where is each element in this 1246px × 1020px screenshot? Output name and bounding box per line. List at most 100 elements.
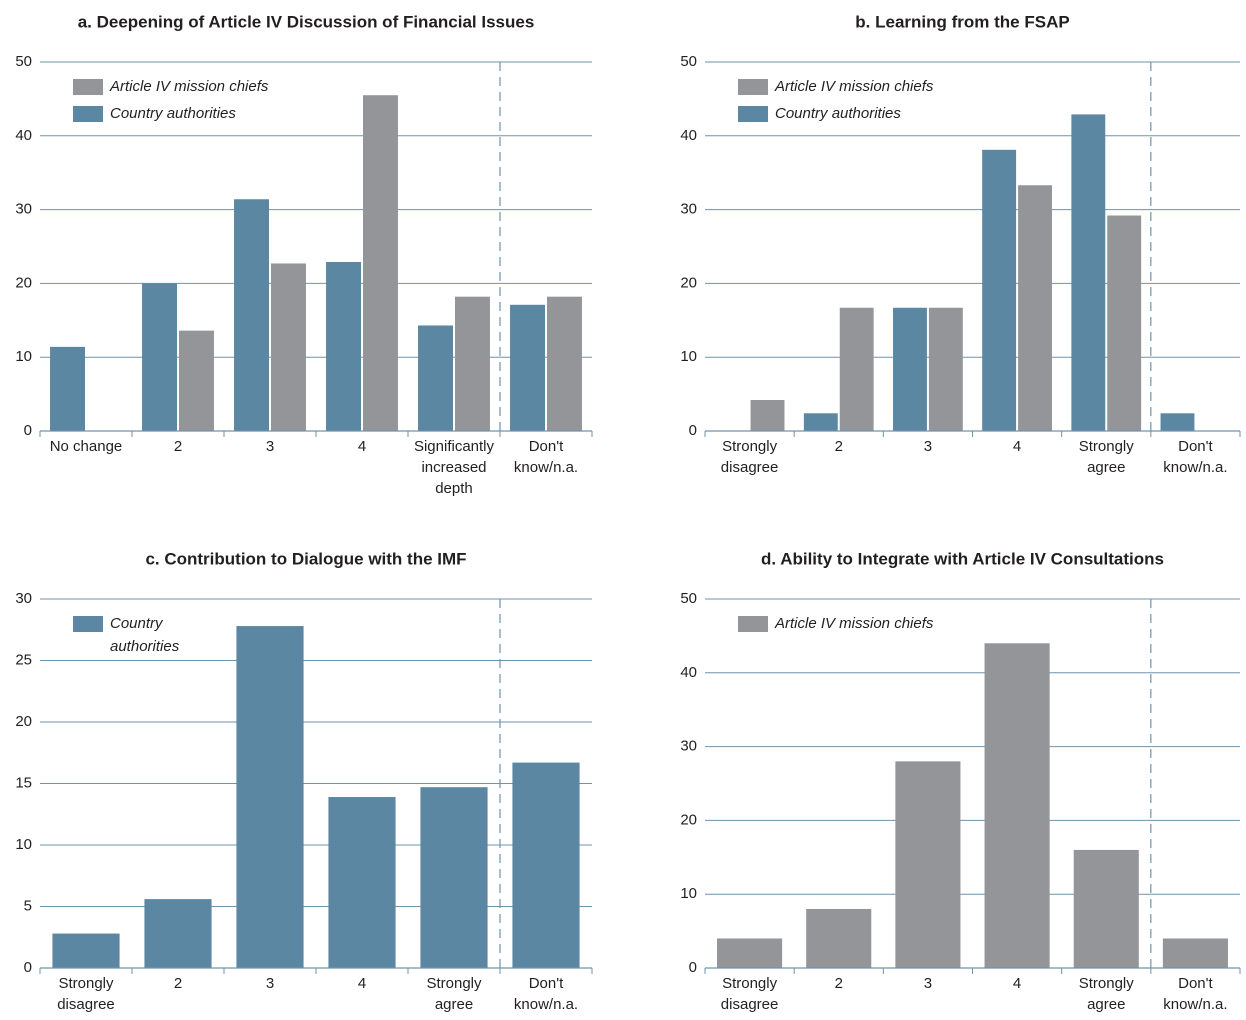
y-tick-label: 20 — [680, 274, 697, 291]
x-tick-label: Don't know/n.a. — [514, 975, 578, 1013]
legend-label: Article IV mission chiefs — [774, 78, 934, 95]
bar — [1018, 185, 1052, 431]
bar — [547, 296, 582, 431]
y-tick-label: 0 — [689, 959, 697, 976]
bar — [455, 296, 490, 431]
y-tick-label: 10 — [680, 348, 697, 365]
bar — [510, 304, 545, 431]
bar — [144, 899, 212, 968]
bar — [50, 346, 85, 431]
x-tick-label: 2 — [835, 438, 843, 455]
bar — [328, 797, 396, 968]
y-tick-label: 20 — [680, 811, 697, 828]
bar — [271, 263, 306, 431]
y-tick-label: 10 — [15, 348, 32, 365]
x-tick-label: Significantly increased depth — [414, 438, 495, 497]
bar — [928, 307, 963, 431]
bar — [142, 283, 177, 431]
x-tick-label: 3 — [924, 438, 932, 455]
bar — [1071, 114, 1106, 431]
legend-label: Country authorities — [775, 105, 901, 122]
bar — [236, 626, 304, 968]
y-tick-label: 5 — [24, 897, 32, 914]
y-tick-label: 40 — [680, 664, 697, 681]
x-tick-label: Strongly disagree — [57, 975, 115, 1013]
bar — [1162, 938, 1228, 968]
bar — [1107, 215, 1142, 431]
bar — [1160, 413, 1195, 431]
x-tick-label: 3 — [924, 975, 932, 992]
x-tick-label: Strongly disagree — [721, 975, 779, 1013]
bar — [52, 933, 120, 968]
y-tick-label: 50 — [680, 590, 697, 607]
bar — [418, 325, 453, 431]
bar — [839, 307, 874, 431]
x-tick-label: Don't know/n.a. — [1163, 975, 1227, 1013]
bar — [982, 149, 1017, 431]
x-tick-label: Don't know/n.a. — [1163, 438, 1227, 476]
chart-title: a. Deepening of Article IV Discussion of… — [78, 12, 535, 31]
y-tick-label: 40 — [680, 127, 697, 144]
y-tick-label: 0 — [689, 422, 697, 439]
y-tick-label: 0 — [24, 959, 32, 976]
bar — [1073, 849, 1139, 968]
x-tick-label: 4 — [1013, 438, 1021, 455]
legend-swatch — [73, 106, 103, 122]
y-tick-label: 20 — [15, 713, 32, 730]
x-tick-label: 3 — [266, 438, 274, 455]
bar — [717, 938, 783, 968]
legend-swatch — [738, 106, 768, 122]
x-tick-label: 4 — [358, 438, 366, 455]
bar — [326, 261, 361, 431]
bar — [893, 307, 927, 431]
panel: b. Learning from the FSAP 0 10 20 30 40 50 Stro… — [680, 12, 1241, 476]
bar — [234, 199, 269, 431]
y-tick-label: 30 — [680, 201, 697, 218]
y-tick-label: 50 — [680, 53, 697, 70]
y-tick-label: 50 — [15, 53, 32, 70]
bar — [750, 400, 785, 431]
y-tick-label: 30 — [680, 738, 697, 755]
x-tick-label: Strongly agree — [1079, 975, 1135, 1013]
x-tick-label: Strongly disagree — [721, 438, 779, 476]
chart-title: c. Contribution to Dialogue with the IMF — [145, 549, 466, 568]
panel: d. Ability to Integrate with Article IV … — [680, 549, 1241, 1013]
x-tick-label: Don't know/n.a. — [514, 438, 578, 476]
x-tick-label: 2 — [174, 438, 182, 455]
bar — [803, 413, 838, 431]
bar — [363, 95, 398, 432]
legend-label: Country authorities — [110, 615, 180, 655]
legend-swatch — [738, 616, 768, 632]
x-tick-label: 3 — [266, 975, 274, 992]
panel: a. Deepening of Article IV Discussion of… — [15, 12, 593, 497]
chart-title: d. Ability to Integrate with Article IV … — [761, 549, 1164, 568]
legend-swatch — [738, 79, 768, 95]
bar — [420, 787, 488, 968]
x-tick-label: 4 — [358, 975, 366, 992]
y-tick-label: 30 — [15, 201, 32, 218]
x-tick-label: 4 — [1013, 975, 1021, 992]
x-tick-label: Strongly agree — [426, 975, 482, 1013]
y-tick-label: 10 — [680, 885, 697, 902]
x-tick-label: 2 — [174, 975, 182, 992]
legend-label: Article IV mission chiefs — [774, 615, 934, 632]
panel: c. Contribution to Dialogue with the IMF… — [15, 549, 593, 1013]
y-tick-label: 0 — [24, 422, 32, 439]
chart-title: b. Learning from the FSAP — [855, 12, 1069, 31]
bar — [512, 762, 580, 968]
legend-label: Article IV mission chiefs — [109, 78, 269, 95]
x-tick-label: 2 — [835, 975, 843, 992]
y-tick-label: 40 — [15, 127, 32, 144]
legend-swatch — [73, 616, 103, 632]
y-tick-label: 25 — [15, 651, 32, 668]
legend-swatch — [73, 79, 103, 95]
x-tick-label: No change — [50, 438, 123, 455]
bar — [179, 330, 214, 431]
bar — [895, 761, 961, 968]
legend-label: Country authorities — [110, 105, 236, 122]
y-tick-label: 15 — [15, 774, 32, 791]
bar — [984, 643, 1050, 968]
bar — [806, 908, 872, 968]
y-tick-label: 10 — [15, 836, 32, 853]
